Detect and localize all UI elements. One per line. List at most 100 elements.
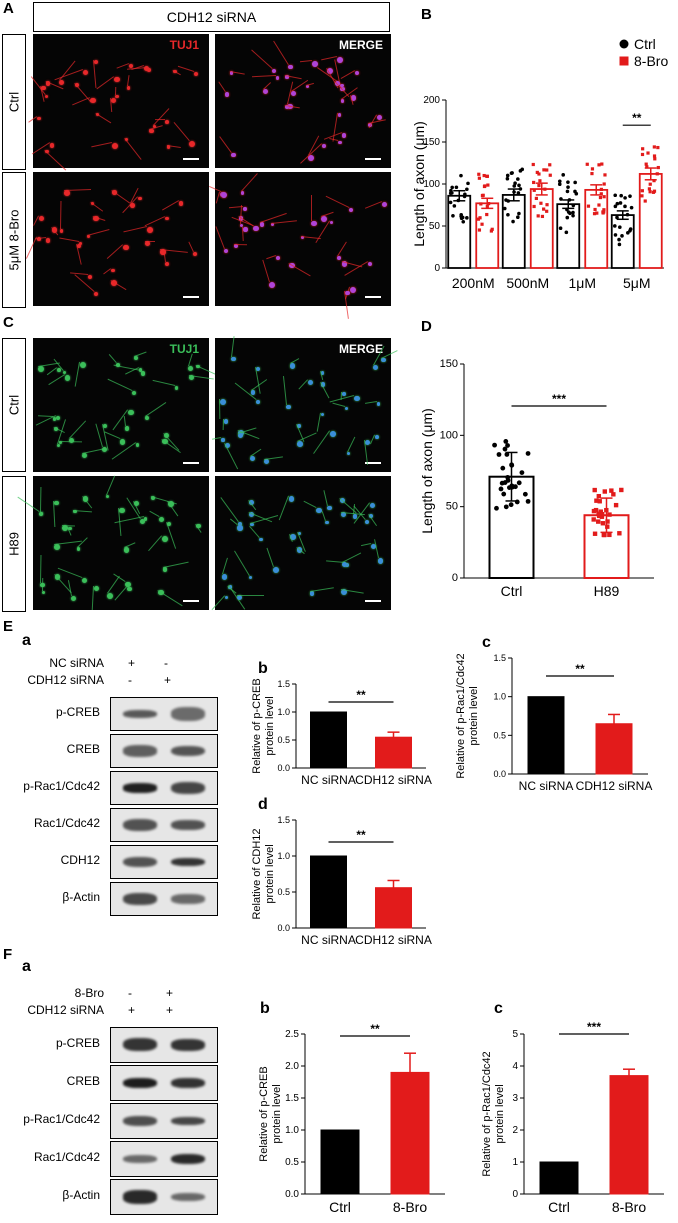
axon-process bbox=[67, 579, 73, 596]
axon-process bbox=[126, 75, 130, 87]
neuron-cell bbox=[62, 370, 67, 375]
neuron-cell bbox=[126, 86, 131, 91]
data-point bbox=[509, 171, 514, 175]
condition-mark: + bbox=[166, 986, 174, 1000]
y-tick-label: 1 bbox=[512, 1157, 518, 1168]
significance-label: ** bbox=[356, 688, 366, 702]
neuron-cell bbox=[220, 399, 227, 406]
neuron-cell bbox=[124, 426, 130, 431]
blot-image bbox=[110, 845, 218, 879]
data-point bbox=[490, 227, 494, 231]
data-point bbox=[558, 226, 563, 231]
neuron-cell bbox=[275, 76, 280, 80]
axon-process bbox=[316, 412, 321, 432]
blot-label: CDH12 bbox=[60, 853, 100, 867]
data-point bbox=[478, 216, 482, 220]
blot-band bbox=[123, 818, 157, 832]
neuron-cell bbox=[243, 207, 247, 211]
data-point bbox=[653, 157, 657, 161]
neuron-cell bbox=[367, 261, 372, 266]
data-point bbox=[516, 215, 520, 220]
y-tick-label: 1.5 bbox=[285, 1093, 299, 1104]
axon-process bbox=[115, 86, 117, 96]
neuron-cell bbox=[94, 585, 100, 591]
data-point bbox=[652, 154, 657, 158]
blot-band bbox=[171, 819, 205, 831]
neuron-cell bbox=[45, 238, 51, 243]
neuron-cell bbox=[311, 220, 317, 227]
data-point bbox=[641, 147, 645, 151]
neuron-cell bbox=[58, 80, 64, 86]
neuron-cell bbox=[344, 562, 349, 567]
y-tick-label: 50 bbox=[446, 501, 458, 513]
data-point bbox=[596, 519, 601, 524]
neuron-cell bbox=[76, 244, 81, 249]
y-tick-label: 1.5 bbox=[493, 653, 506, 663]
data-point bbox=[525, 498, 531, 504]
neuron-cell bbox=[152, 124, 157, 128]
data-point bbox=[465, 187, 469, 192]
axon-process bbox=[149, 124, 164, 130]
blot-image bbox=[110, 808, 218, 842]
neuron-cell bbox=[230, 71, 234, 75]
neuron-cell bbox=[349, 286, 356, 293]
data-point bbox=[532, 204, 536, 209]
neuron-cell bbox=[115, 95, 119, 99]
data-point bbox=[571, 213, 575, 218]
axon-process bbox=[219, 136, 233, 154]
neuron-cell bbox=[249, 499, 255, 505]
neuron-cell bbox=[41, 591, 46, 595]
data-point bbox=[505, 474, 511, 480]
axon-process bbox=[215, 191, 221, 204]
axon-process bbox=[331, 402, 346, 408]
bar bbox=[375, 736, 412, 769]
y-tick-label: 0.5 bbox=[277, 735, 290, 745]
data-point bbox=[615, 201, 620, 206]
data-point bbox=[459, 212, 463, 217]
data-point bbox=[462, 194, 467, 199]
data-point bbox=[617, 531, 622, 536]
y-tick-label: 200 bbox=[423, 95, 440, 106]
bar bbox=[501, 194, 526, 269]
data-point bbox=[593, 507, 599, 513]
axon-process bbox=[360, 543, 371, 547]
blot-band bbox=[171, 1116, 205, 1126]
data-point bbox=[477, 228, 482, 232]
neuron-cell bbox=[110, 97, 117, 104]
data-point bbox=[596, 493, 602, 499]
axon-process bbox=[215, 226, 225, 249]
axon-process bbox=[105, 476, 115, 496]
y-tick-label: 50 bbox=[429, 221, 441, 232]
axon-process bbox=[60, 201, 62, 230]
data-point bbox=[460, 215, 465, 220]
x-tick-label: NC siRNA bbox=[301, 933, 356, 947]
data-point bbox=[504, 198, 508, 202]
axon-process bbox=[305, 82, 314, 86]
neuron-cell bbox=[111, 142, 118, 149]
axon-process bbox=[106, 244, 124, 260]
neuron-cell bbox=[341, 511, 346, 517]
axon-process bbox=[300, 59, 313, 63]
scale-bar bbox=[183, 158, 199, 160]
neuron-cell bbox=[61, 524, 68, 531]
data-point bbox=[482, 173, 486, 178]
condition-label: NC siRNA bbox=[49, 656, 104, 670]
neuron-cell bbox=[83, 69, 89, 75]
axon-process bbox=[321, 211, 334, 217]
neuron-cell bbox=[38, 511, 43, 516]
data-point bbox=[450, 185, 454, 190]
axon-process bbox=[123, 416, 126, 427]
axon-process bbox=[70, 272, 89, 275]
data-point bbox=[535, 170, 539, 175]
axon-process bbox=[212, 437, 222, 440]
axon-process bbox=[341, 552, 361, 563]
neuron-cell bbox=[192, 251, 197, 256]
data-point bbox=[465, 216, 469, 220]
axon-process bbox=[209, 186, 222, 193]
bar bbox=[375, 887, 412, 929]
neuron-cell bbox=[151, 496, 156, 501]
blot-label: β-Actin bbox=[62, 890, 100, 904]
neuron-cell bbox=[45, 81, 50, 86]
data-point bbox=[596, 513, 602, 519]
data-point bbox=[566, 210, 571, 214]
